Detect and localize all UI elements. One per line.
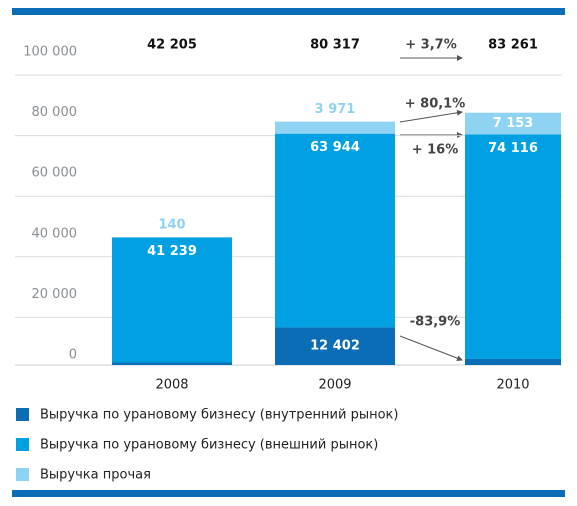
x-tick-label: 2009 <box>318 378 351 393</box>
bar-segment <box>275 121 395 134</box>
bar-segment <box>275 133 395 328</box>
value-label: 140 <box>158 218 185 233</box>
value-label: 7 153 <box>493 116 534 131</box>
value-label: 41 239 <box>147 244 197 259</box>
legend-swatch <box>16 438 29 451</box>
bar-segment <box>112 237 232 363</box>
y-tick-label: 80 000 <box>32 105 78 120</box>
bar-segment <box>465 358 561 365</box>
bar-segment <box>112 362 232 365</box>
y-tick-label: 0 <box>69 348 77 363</box>
value-label: 74 116 <box>488 141 538 156</box>
annotation: + 3,7% <box>405 38 456 53</box>
y-tick-label: 20 000 <box>32 287 78 302</box>
value-label: 63 944 <box>310 140 360 155</box>
x-tick-label: 2010 <box>496 378 529 393</box>
legend-label: Выручка по урановому бизнесу (внутренний… <box>40 408 398 423</box>
value-label: 12 402 <box>310 339 360 354</box>
legend-swatch <box>16 468 29 481</box>
bar-segment <box>275 327 395 365</box>
bar-segment <box>465 112 561 135</box>
x-tick-label: 2008 <box>155 378 188 393</box>
total-label: 80 317 <box>310 38 360 53</box>
top-rule <box>12 8 565 15</box>
total-label: 83 261 <box>488 38 538 53</box>
value-label: 3 971 <box>315 102 356 117</box>
bottom-rule <box>12 490 565 497</box>
annotation: + 16% <box>412 143 459 158</box>
arrows <box>399 55 463 361</box>
total-label: 42 205 <box>147 38 197 53</box>
legend-swatch <box>16 408 29 421</box>
legend-label: Выручка по урановому бизнесу (внешний ры… <box>40 438 378 453</box>
bar-segment <box>465 134 561 359</box>
legend-label: Выручка прочая <box>40 468 151 483</box>
annotation: + 80,1% <box>405 97 466 112</box>
y-tick-label: 40 000 <box>32 226 78 241</box>
y-tick-label: 60 000 <box>32 166 78 181</box>
annotation: -83,9% <box>410 315 461 330</box>
y-tick-label: 100 000 <box>23 45 77 60</box>
